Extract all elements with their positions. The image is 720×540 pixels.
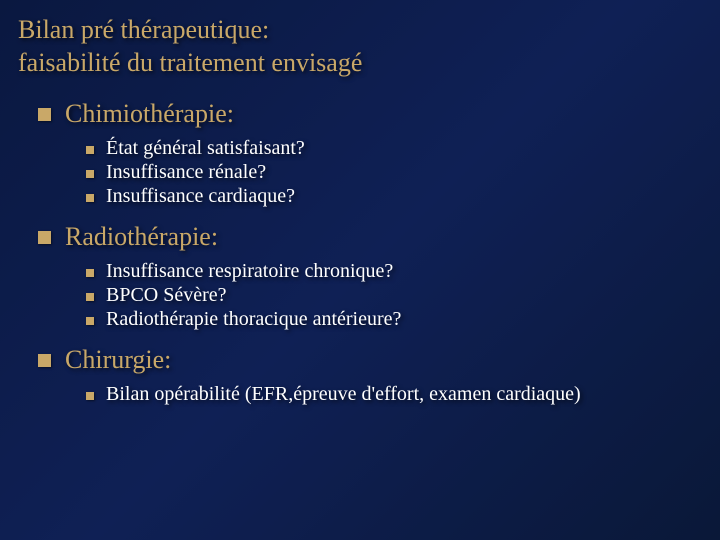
list-item: Insuffisance cardiaque?: [86, 185, 702, 208]
title-line-2: faisabilité du traitement envisagé: [18, 48, 362, 77]
list-item: Insuffisance rénale?: [86, 161, 702, 184]
square-bullet-icon: [86, 194, 94, 202]
square-bullet-icon: [38, 354, 51, 367]
list-item: État général satisfaisant?: [86, 137, 702, 160]
square-bullet-icon: [86, 146, 94, 154]
list-item: BPCO Sévère?: [86, 284, 702, 307]
square-bullet-icon: [86, 269, 94, 277]
list-item-text: État général satisfaisant?: [106, 137, 305, 160]
list-item-text: Insuffisance rénale?: [106, 161, 266, 184]
square-bullet-icon: [86, 392, 94, 400]
list-item-text: Radiothérapie thoracique antérieure?: [106, 308, 401, 331]
section-label: Radiothérapie:: [65, 222, 218, 252]
section-heading: Chimiothérapie:: [38, 99, 702, 129]
list-item: Bilan opérabilité (EFR,épreuve d'effort,…: [86, 383, 702, 406]
section-heading: Chirurgie:: [38, 345, 702, 375]
section-label: Chimiothérapie:: [65, 99, 234, 129]
list-item-text: Insuffisance cardiaque?: [106, 185, 295, 208]
square-bullet-icon: [86, 293, 94, 301]
list-item-text: Insuffisance respiratoire chronique?: [106, 260, 393, 283]
list-item: Insuffisance respiratoire chronique?: [86, 260, 702, 283]
slide-title: Bilan pré thérapeutique: faisabilité du …: [18, 14, 702, 79]
section-label: Chirurgie:: [65, 345, 171, 375]
section-heading: Radiothérapie:: [38, 222, 702, 252]
title-line-1: Bilan pré thérapeutique:: [18, 15, 269, 44]
square-bullet-icon: [38, 108, 51, 121]
list-item-text: BPCO Sévère?: [106, 284, 227, 307]
square-bullet-icon: [86, 317, 94, 325]
list-item: Radiothérapie thoracique antérieure?: [86, 308, 702, 331]
list-item-text: Bilan opérabilité (EFR,épreuve d'effort,…: [106, 383, 581, 406]
square-bullet-icon: [86, 170, 94, 178]
square-bullet-icon: [38, 231, 51, 244]
